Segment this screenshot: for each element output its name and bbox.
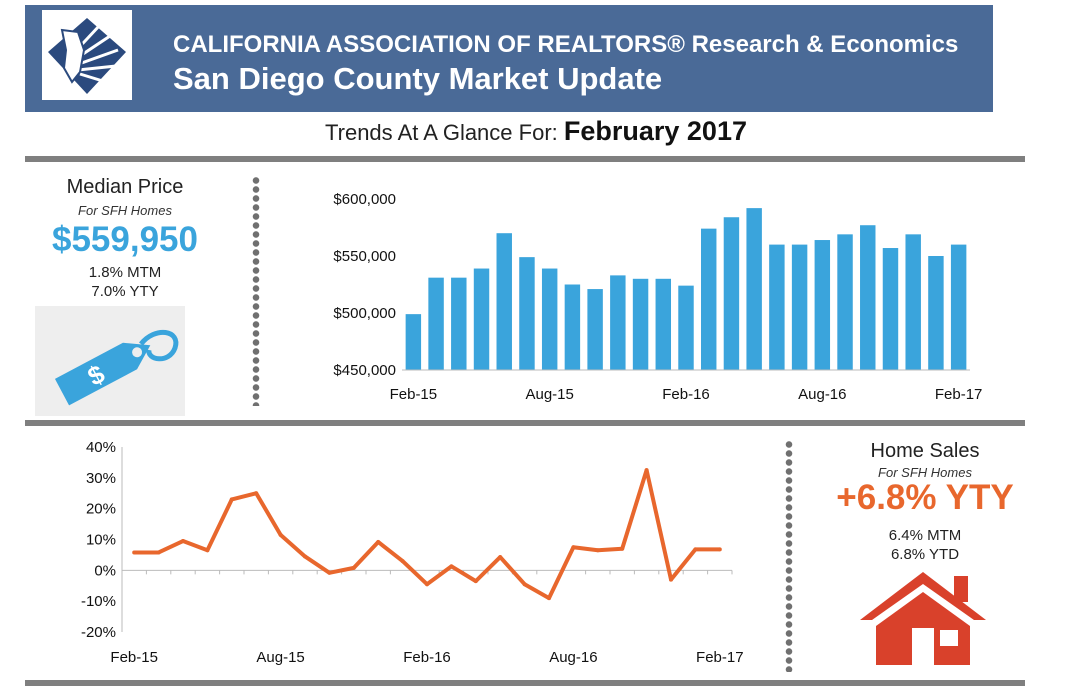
median-price-bar-chart: $450,000 $500,000 $550,000 $600,000 Feb-15 Au… [333, 191, 983, 403]
home-sales-mtm: 6.4% MTM [888, 527, 962, 544]
sales-point [278, 532, 283, 537]
price-bar [814, 240, 831, 370]
price-bar [928, 256, 944, 370]
sales-point [327, 570, 332, 575]
price-bar [473, 268, 490, 370]
sales-point [669, 577, 673, 582]
median-price-subtitle: For SFH Homes [78, 203, 172, 218]
price-bar [723, 217, 740, 370]
price-bar [632, 278, 649, 370]
sales-point [571, 545, 576, 550]
home-sales-title: Home Sales [870, 440, 980, 462]
median-price-title: Median Price [66, 176, 184, 198]
line-x-tick-label: Feb-15 [110, 649, 158, 666]
bar-x-tick-label: Aug-15 [525, 386, 573, 403]
sales-point [254, 491, 259, 496]
price-bar [610, 275, 626, 370]
trend-month: February 2017 [563, 116, 747, 146]
header-title: CALIFORNIA ASSOCIATION OF REALTORS® Rese… [173, 31, 959, 58]
price-bar [837, 234, 853, 370]
bar-y-tick-label: $550,000 [333, 248, 396, 265]
price-bar [769, 244, 785, 370]
sales-point [595, 548, 600, 553]
line-x-tick-label: Aug-16 [549, 649, 597, 666]
price-bar [700, 228, 717, 370]
sales-point [449, 564, 454, 569]
price-bar [655, 278, 672, 370]
sales-point [303, 554, 307, 559]
sales-point [498, 555, 503, 560]
sales-point [717, 547, 722, 552]
sales-point [547, 596, 551, 601]
bar-y-tick-label: $450,000 [333, 362, 396, 379]
sales-point [156, 550, 161, 555]
sales-point [522, 582, 527, 587]
home-sales-value: +6.8% YTY [836, 478, 1014, 517]
bar-y-tick-label: $600,000 [333, 191, 396, 208]
sales-point [693, 547, 698, 552]
price-bar [950, 244, 967, 370]
divider-middle [25, 420, 1025, 426]
median-price-yty: 7.0% YTY [91, 283, 159, 300]
bar-x-tick-label: Feb-16 [662, 386, 710, 403]
price-bar [405, 314, 422, 370]
price-bar [451, 277, 467, 370]
price-bar [587, 289, 603, 370]
bar-x-tick-label: Feb-17 [935, 386, 983, 403]
car-logo [42, 10, 132, 100]
trend-heading: Trends At A Glance For: February 2017 [0, 116, 1072, 147]
sales-point [644, 468, 649, 473]
sales-point [205, 548, 210, 553]
sales-point [473, 579, 478, 584]
sales-point [376, 539, 381, 544]
price-tag-icon: $ [35, 306, 185, 416]
line-y-tick-label: 10% [86, 532, 116, 549]
price-bar [564, 284, 581, 370]
price-bar [905, 234, 921, 370]
bar-y-tick-label: $500,000 [333, 305, 396, 322]
price-bar [428, 277, 444, 370]
price-bar [791, 244, 808, 370]
sales-yty-line [134, 468, 720, 601]
median-price-mtm: 1.8% MTM [88, 264, 162, 281]
sales-point [132, 550, 137, 555]
price-bar [541, 268, 558, 370]
dotted-separator-top [252, 176, 260, 406]
home-sales-ytd: 6.8% YTD [890, 546, 960, 563]
sales-point [620, 546, 625, 551]
home-sales-subtitle: For SFH Homes [878, 465, 972, 480]
price-bar [496, 233, 512, 370]
sales-point [400, 559, 405, 564]
divider-top [25, 156, 1025, 162]
divider-bottom [25, 680, 1025, 686]
line-y-tick-label: -10% [81, 593, 116, 610]
sales-point [181, 539, 185, 544]
price-bar [882, 248, 899, 370]
line-y-tick-label: 30% [86, 470, 116, 487]
sales-point [351, 565, 356, 570]
line-x-tick-label: Feb-17 [696, 649, 744, 666]
sales-point [229, 497, 234, 502]
header-subtitle: San Diego County Market Update [173, 61, 663, 96]
line-x-tick-label: Aug-15 [256, 649, 304, 666]
dotted-separator-bottom [785, 440, 793, 672]
sales-point [425, 582, 429, 587]
price-bar [678, 285, 694, 370]
price-bar [746, 208, 762, 370]
trend-prefix: Trends At A Glance For: [325, 120, 564, 145]
bar-x-tick-label: Aug-16 [798, 386, 846, 403]
home-sales-line-chart: -20% -10% 0% 10% 20% 30% 40% Feb-15 Aug-15 Feb-16… [81, 439, 744, 666]
line-y-tick-label: 20% [86, 501, 116, 518]
car-logo-graphic [48, 18, 126, 94]
house-icon [858, 568, 988, 666]
price-bar [860, 225, 876, 370]
line-x-tick-label: Feb-16 [403, 649, 451, 666]
price-bar [519, 257, 535, 370]
header-banner: CALIFORNIA ASSOCIATION OF REALTORS® Rese… [25, 5, 993, 112]
line-y-tick-label: 0% [94, 562, 116, 579]
median-price-value: $559,950 [52, 220, 198, 259]
bar-x-tick-label: Feb-15 [390, 386, 438, 403]
line-y-tick-label: -20% [81, 624, 116, 641]
line-y-tick-label: 40% [86, 439, 116, 456]
